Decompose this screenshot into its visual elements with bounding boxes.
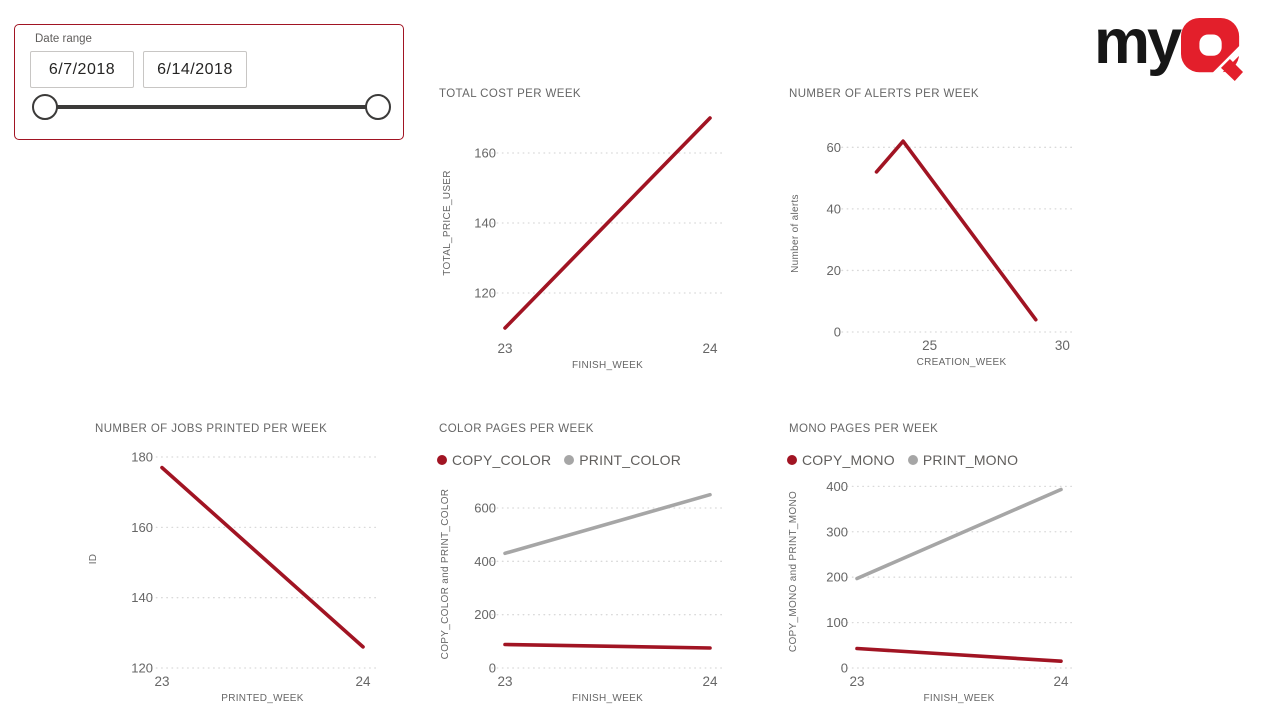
myq-logo-text: my <box>1094 7 1182 77</box>
x-tick-label: 24 <box>702 674 718 689</box>
series-line-number of alerts[interactable] <box>874 139 1038 322</box>
y-tick-label: 40 <box>827 201 841 216</box>
chart-title: TOTAL COST PER WEEK <box>439 88 582 100</box>
chart-plot-area: 120 140 160 180 23 24 PRINTED_WEEK ID <box>88 450 379 704</box>
series-line-print_color[interactable] <box>503 492 712 556</box>
chart-title: NUMBER OF JOBS PRINTED PER WEEK <box>95 423 328 435</box>
y-tick-label: 200 <box>826 570 848 585</box>
y-tick-label: 60 <box>827 140 841 155</box>
y-tick-label: 20 <box>827 263 841 278</box>
chart-plot-area: 0 100 200 300 400 23 24 FINISH_WEEK COPY_MONO an… <box>788 479 1075 704</box>
chart-mono-pages-per-week: MONO PAGES PER WEEK COPY_MONO PRINT_MONO 0 1… <box>782 420 1082 715</box>
x-tick-label: 30 <box>1055 338 1070 353</box>
chart-title: NUMBER OF ALERTS PER WEEK <box>789 88 979 100</box>
x-tick-label: 24 <box>702 341 718 356</box>
y-tick-label: 160 <box>131 520 153 535</box>
date-range-slider <box>15 25 403 139</box>
chart-plot-area: 0 20 40 60 25 30 CREATION_WEEK Number of alerts <box>790 139 1075 368</box>
x-tick-label: 23 <box>497 341 512 356</box>
x-axis-label: FINISH_WEEK <box>923 693 994 704</box>
slider-handle-start[interactable] <box>32 94 58 120</box>
end-date-input[interactable] <box>143 51 247 88</box>
series-line-total_price_user[interactable] <box>503 116 712 330</box>
y-tick-label: 0 <box>489 661 496 676</box>
legend-item-copy_color[interactable]: COPY_COLOR <box>437 452 551 468</box>
y-axis-label: COPY_COLOR and PRINT_COLOR <box>440 489 451 660</box>
legend-item-print_mono[interactable]: PRINT_MONO <box>907 452 1019 468</box>
chart-legend: COPY_MONO PRINT_MONO <box>787 452 1018 468</box>
myq-logo-q-icon <box>1181 18 1244 82</box>
x-tick-label: 23 <box>497 674 512 689</box>
chart-legend: COPY_COLOR PRINT_COLOR <box>437 452 681 468</box>
y-tick-label: 120 <box>131 661 153 676</box>
x-axis-label: FINISH_WEEK <box>572 360 643 371</box>
legend-dot-icon <box>787 455 797 465</box>
y-tick-label: 200 <box>474 607 496 622</box>
legend-item-print_color[interactable]: PRINT_COLOR <box>564 452 681 468</box>
y-tick-label: 140 <box>131 590 153 605</box>
x-tick-label: 24 <box>1053 674 1069 689</box>
legend-label: COPY_COLOR <box>452 452 552 468</box>
series-line-id[interactable] <box>160 465 365 649</box>
slider-handle-end[interactable] <box>365 94 391 120</box>
legend-label: COPY_MONO <box>802 452 895 468</box>
y-tick-label: 300 <box>826 524 848 539</box>
y-axis-label: COPY_MONO and PRINT_MONO <box>788 491 799 652</box>
slicer-title: Date range <box>35 33 92 45</box>
chart-total-cost-per-week: TOTAL COST PER WEEK 120 140 160 23 24 FINISH_W… <box>432 85 732 380</box>
legend-dot-icon <box>907 455 918 465</box>
myq-logo: my <box>1094 7 1269 82</box>
x-tick-label: 23 <box>154 674 169 689</box>
legend-label: PRINT_MONO <box>922 452 1019 468</box>
y-tick-label: 180 <box>131 450 153 465</box>
y-tick-label: 160 <box>474 146 496 161</box>
chart-color-pages-per-week: COLOR PAGES PER WEEK COPY_COLOR PRINT_COLO… <box>432 420 732 715</box>
x-tick-label: 23 <box>849 674 864 689</box>
series-line-copy_mono[interactable] <box>855 646 1063 663</box>
y-tick-label: 0 <box>841 661 848 676</box>
start-date-input[interactable] <box>30 51 134 88</box>
legend-item-copy_mono[interactable]: COPY_MONO <box>787 452 895 468</box>
y-tick-label: 140 <box>474 216 496 231</box>
x-tick-label: 25 <box>922 338 937 353</box>
chart-number-of-alerts-per-week: NUMBER OF ALERTS PER WEEK 0 20 40 60 25 30 CREA… <box>782 85 1082 380</box>
y-axis-label: ID <box>88 554 99 565</box>
x-tick-label: 24 <box>355 674 371 689</box>
y-axis-label: Number of alerts <box>790 194 801 273</box>
series-line-print_mono[interactable] <box>855 487 1063 581</box>
chart-number-of-jobs-printed-per-week: NUMBER OF JOBS PRINTED PER WEEK 120 140 160… <box>88 420 388 715</box>
y-tick-label: 600 <box>474 501 496 516</box>
y-tick-label: 0 <box>834 325 841 340</box>
chart-plot-area: 0 200 400 600 23 24 FINISH_WEEK COPY_COLOR and … <box>440 489 725 704</box>
x-axis-label: PRINTED_WEEK <box>221 693 304 704</box>
slider-track[interactable] <box>43 105 377 109</box>
x-axis-label: FINISH_WEEK <box>572 693 643 704</box>
y-axis-label: TOTAL_PRICE_USER <box>442 170 453 276</box>
chart-title: MONO PAGES PER WEEK <box>789 423 939 435</box>
chart-title: COLOR PAGES PER WEEK <box>439 423 594 435</box>
legend-dot-icon <box>564 455 575 465</box>
y-tick-label: 400 <box>826 479 848 494</box>
y-tick-label: 120 <box>474 286 496 301</box>
series-line-copy_color[interactable] <box>503 642 712 650</box>
y-tick-label: 400 <box>474 554 496 569</box>
chart-plot-area: 120 140 160 23 24 FINISH_WEEK TOTAL_PRICE_USER <box>442 116 725 371</box>
legend-dot-icon <box>437 455 447 465</box>
x-axis-label: CREATION_WEEK <box>917 357 1007 368</box>
date-range-slicer: Date range <box>14 24 404 140</box>
y-tick-label: 100 <box>826 615 848 630</box>
legend-label: PRINT_COLOR <box>579 452 682 468</box>
